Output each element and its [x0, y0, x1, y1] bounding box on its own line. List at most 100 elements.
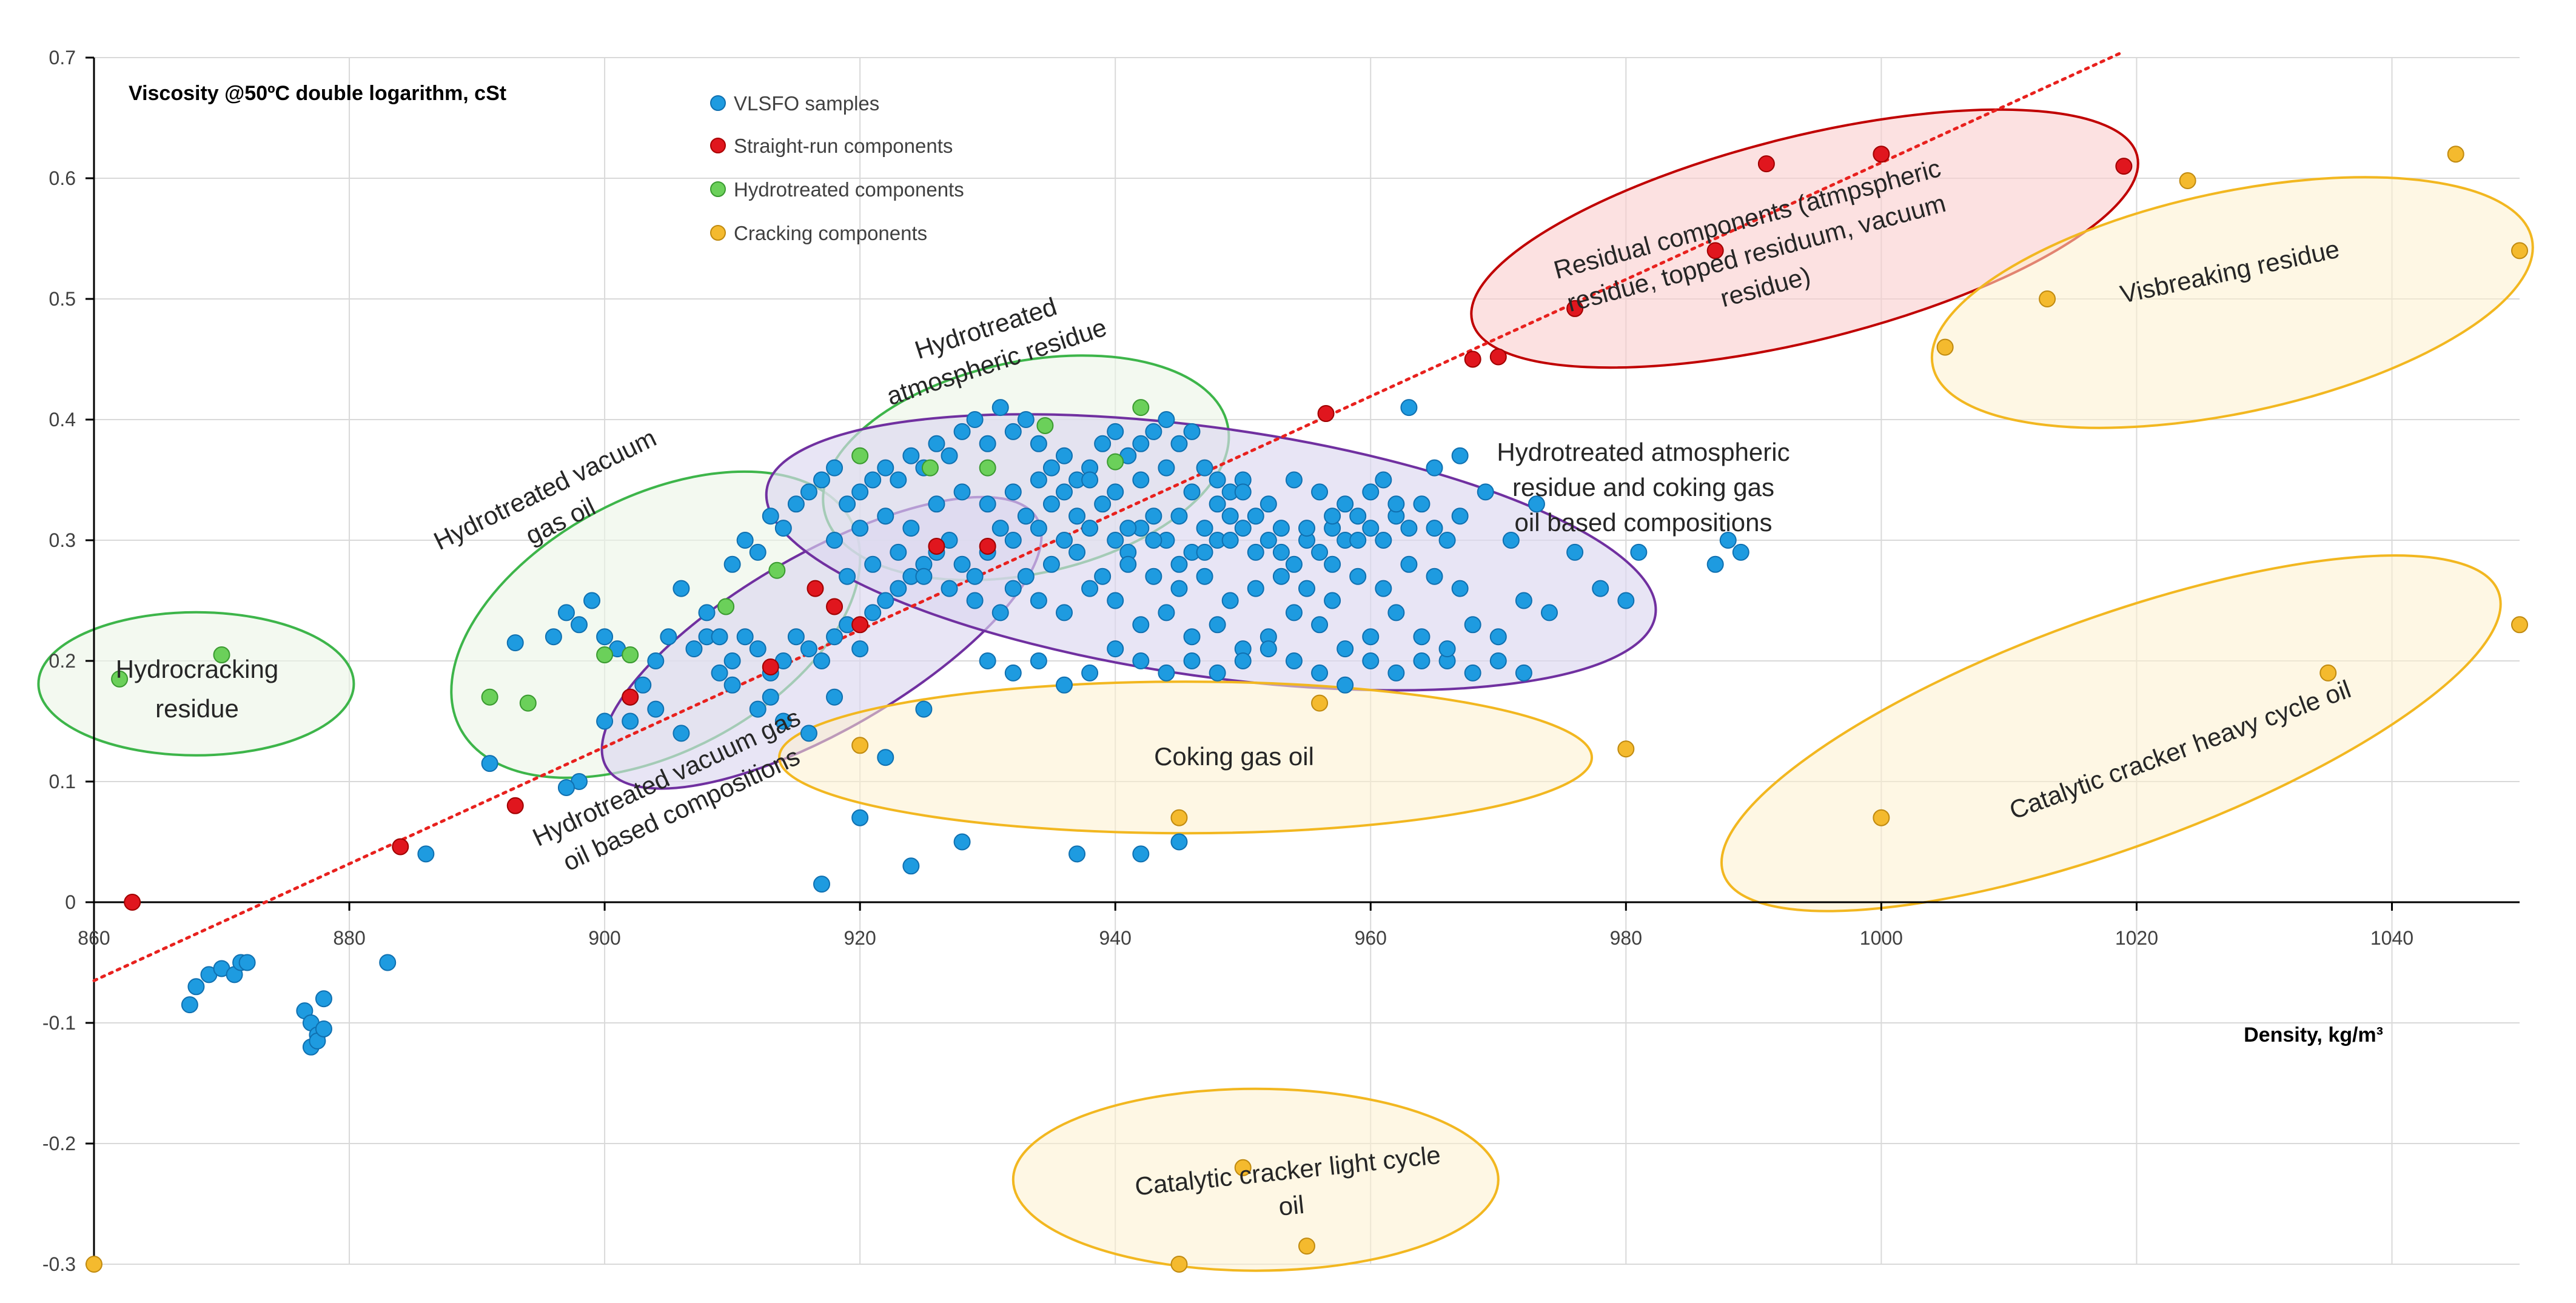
legend-label-straight-run: Straight-run components	[734, 135, 953, 157]
point-vlsfo	[1387, 664, 1405, 682]
point-vlsfo	[634, 676, 652, 694]
point-straight-run	[392, 838, 409, 856]
region-cc-light-cycle-oil	[1011, 1087, 1500, 1272]
point-vlsfo	[1004, 580, 1022, 597]
point-vlsfo	[1247, 543, 1264, 561]
point-vlsfo	[1387, 604, 1405, 621]
point-vlsfo	[1170, 507, 1188, 525]
point-cracking	[1311, 694, 1329, 712]
trendline	[92, 50, 2125, 982]
point-vlsfo	[890, 543, 907, 561]
point-vlsfo	[1259, 640, 1277, 658]
point-vlsfo	[1566, 543, 1584, 561]
point-vlsfo	[181, 996, 198, 1014]
point-vlsfo	[941, 580, 958, 597]
point-vlsfo	[1413, 628, 1431, 646]
point-cracking	[2447, 146, 2464, 163]
point-vlsfo	[1004, 423, 1022, 440]
point-vlsfo	[1221, 532, 1239, 549]
point-vlsfo	[379, 954, 397, 971]
point-vlsfo	[1056, 604, 1073, 621]
point-cracking	[1234, 1159, 1252, 1176]
point-vlsfo	[1081, 520, 1099, 537]
point-straight-run	[506, 797, 524, 814]
point-vlsfo	[1234, 520, 1252, 537]
point-vlsfo	[187, 978, 205, 996]
point-vlsfo	[1234, 652, 1252, 669]
point-vlsfo	[698, 604, 716, 621]
point-vlsfo	[1311, 616, 1329, 634]
y-tick-label: 0.4	[49, 409, 76, 430]
point-vlsfo	[1349, 507, 1367, 525]
point-vlsfo	[864, 604, 882, 621]
point-vlsfo	[762, 688, 779, 706]
point-hydrotreated	[851, 447, 869, 464]
x-tick-label: 1020	[2115, 927, 2158, 949]
point-vlsfo	[1196, 568, 1213, 585]
svg-text:Hydrotreated atmospheric: Hydrotreated atmospheric	[1497, 438, 1789, 466]
point-vlsfo	[953, 833, 971, 851]
point-vlsfo	[1285, 471, 1303, 489]
y-tick-label: 0.2	[49, 650, 76, 672]
point-vlsfo	[1056, 483, 1073, 501]
point-vlsfo	[1107, 532, 1124, 549]
point-vlsfo	[1285, 555, 1303, 573]
point-vlsfo	[1017, 507, 1035, 525]
point-vlsfo	[813, 876, 830, 893]
point-cracking	[1873, 809, 1890, 826]
point-vlsfo	[673, 580, 690, 597]
point-straight-run	[1757, 155, 1775, 173]
point-straight-run	[762, 658, 779, 675]
svg-text:residue and coking gas: residue and coking gas	[1512, 473, 1774, 501]
point-vlsfo	[877, 507, 894, 525]
point-hydrotreated	[1036, 417, 1054, 434]
point-vlsfo	[1515, 592, 1532, 609]
region-cc-heavy-cycle-oil	[1720, 554, 2502, 913]
point-straight-run	[2115, 158, 2133, 175]
point-vlsfo	[315, 990, 332, 1008]
point-vlsfo	[1221, 592, 1239, 609]
point-vlsfo	[979, 435, 996, 452]
point-vlsfo	[864, 471, 882, 489]
point-vlsfo	[723, 652, 741, 669]
point-vlsfo	[1706, 555, 1724, 573]
point-vlsfo	[915, 568, 933, 585]
point-vlsfo	[1170, 580, 1188, 597]
point-vlsfo	[813, 471, 830, 489]
axes: 860 880 900 920 940 960 980 1000 1020 1040 -0.3 -0.…	[42, 47, 2520, 1275]
point-vlsfo	[1017, 568, 1035, 585]
point-vlsfo	[1042, 459, 1060, 477]
point-vlsfo	[1489, 652, 1507, 669]
point-vlsfo	[851, 483, 869, 501]
legend-label-vlsfo: VLSFO samples	[734, 92, 879, 115]
point-straight-run	[851, 616, 869, 634]
point-vlsfo	[851, 520, 869, 537]
point-vlsfo	[647, 700, 665, 718]
point-vlsfo	[915, 700, 933, 718]
point-hydrotreated	[979, 459, 996, 477]
point-vlsfo	[1068, 845, 1086, 863]
label-hydrotreated-ar-coking: Hydrotreated atmospheric residue and cok…	[1497, 438, 1789, 537]
point-cracking	[2179, 172, 2196, 189]
point-vlsfo	[1324, 555, 1341, 573]
point-vlsfo	[315, 1020, 332, 1037]
point-vlsfo	[902, 520, 920, 537]
point-vlsfo	[1183, 652, 1201, 669]
label-coking-gas-oil: Coking gas oil	[1154, 742, 1314, 771]
point-vlsfo	[1132, 845, 1150, 863]
point-vlsfo	[953, 483, 971, 501]
points	[86, 146, 2528, 1273]
point-hydrotreated	[717, 598, 735, 615]
point-vlsfo	[1311, 483, 1329, 501]
point-vlsfo	[711, 664, 728, 682]
point-vlsfo	[1042, 495, 1060, 513]
point-vlsfo	[749, 640, 766, 658]
point-vlsfo	[1081, 471, 1099, 489]
point-vlsfo	[1400, 399, 1418, 417]
point-vlsfo	[660, 628, 677, 646]
point-vlsfo	[1375, 532, 1392, 549]
point-vlsfo	[851, 809, 869, 826]
point-vlsfo	[1081, 664, 1099, 682]
svg-text:oil based compositions: oil based compositions	[1515, 508, 1773, 537]
x-tick-label: 980	[1610, 927, 1642, 949]
